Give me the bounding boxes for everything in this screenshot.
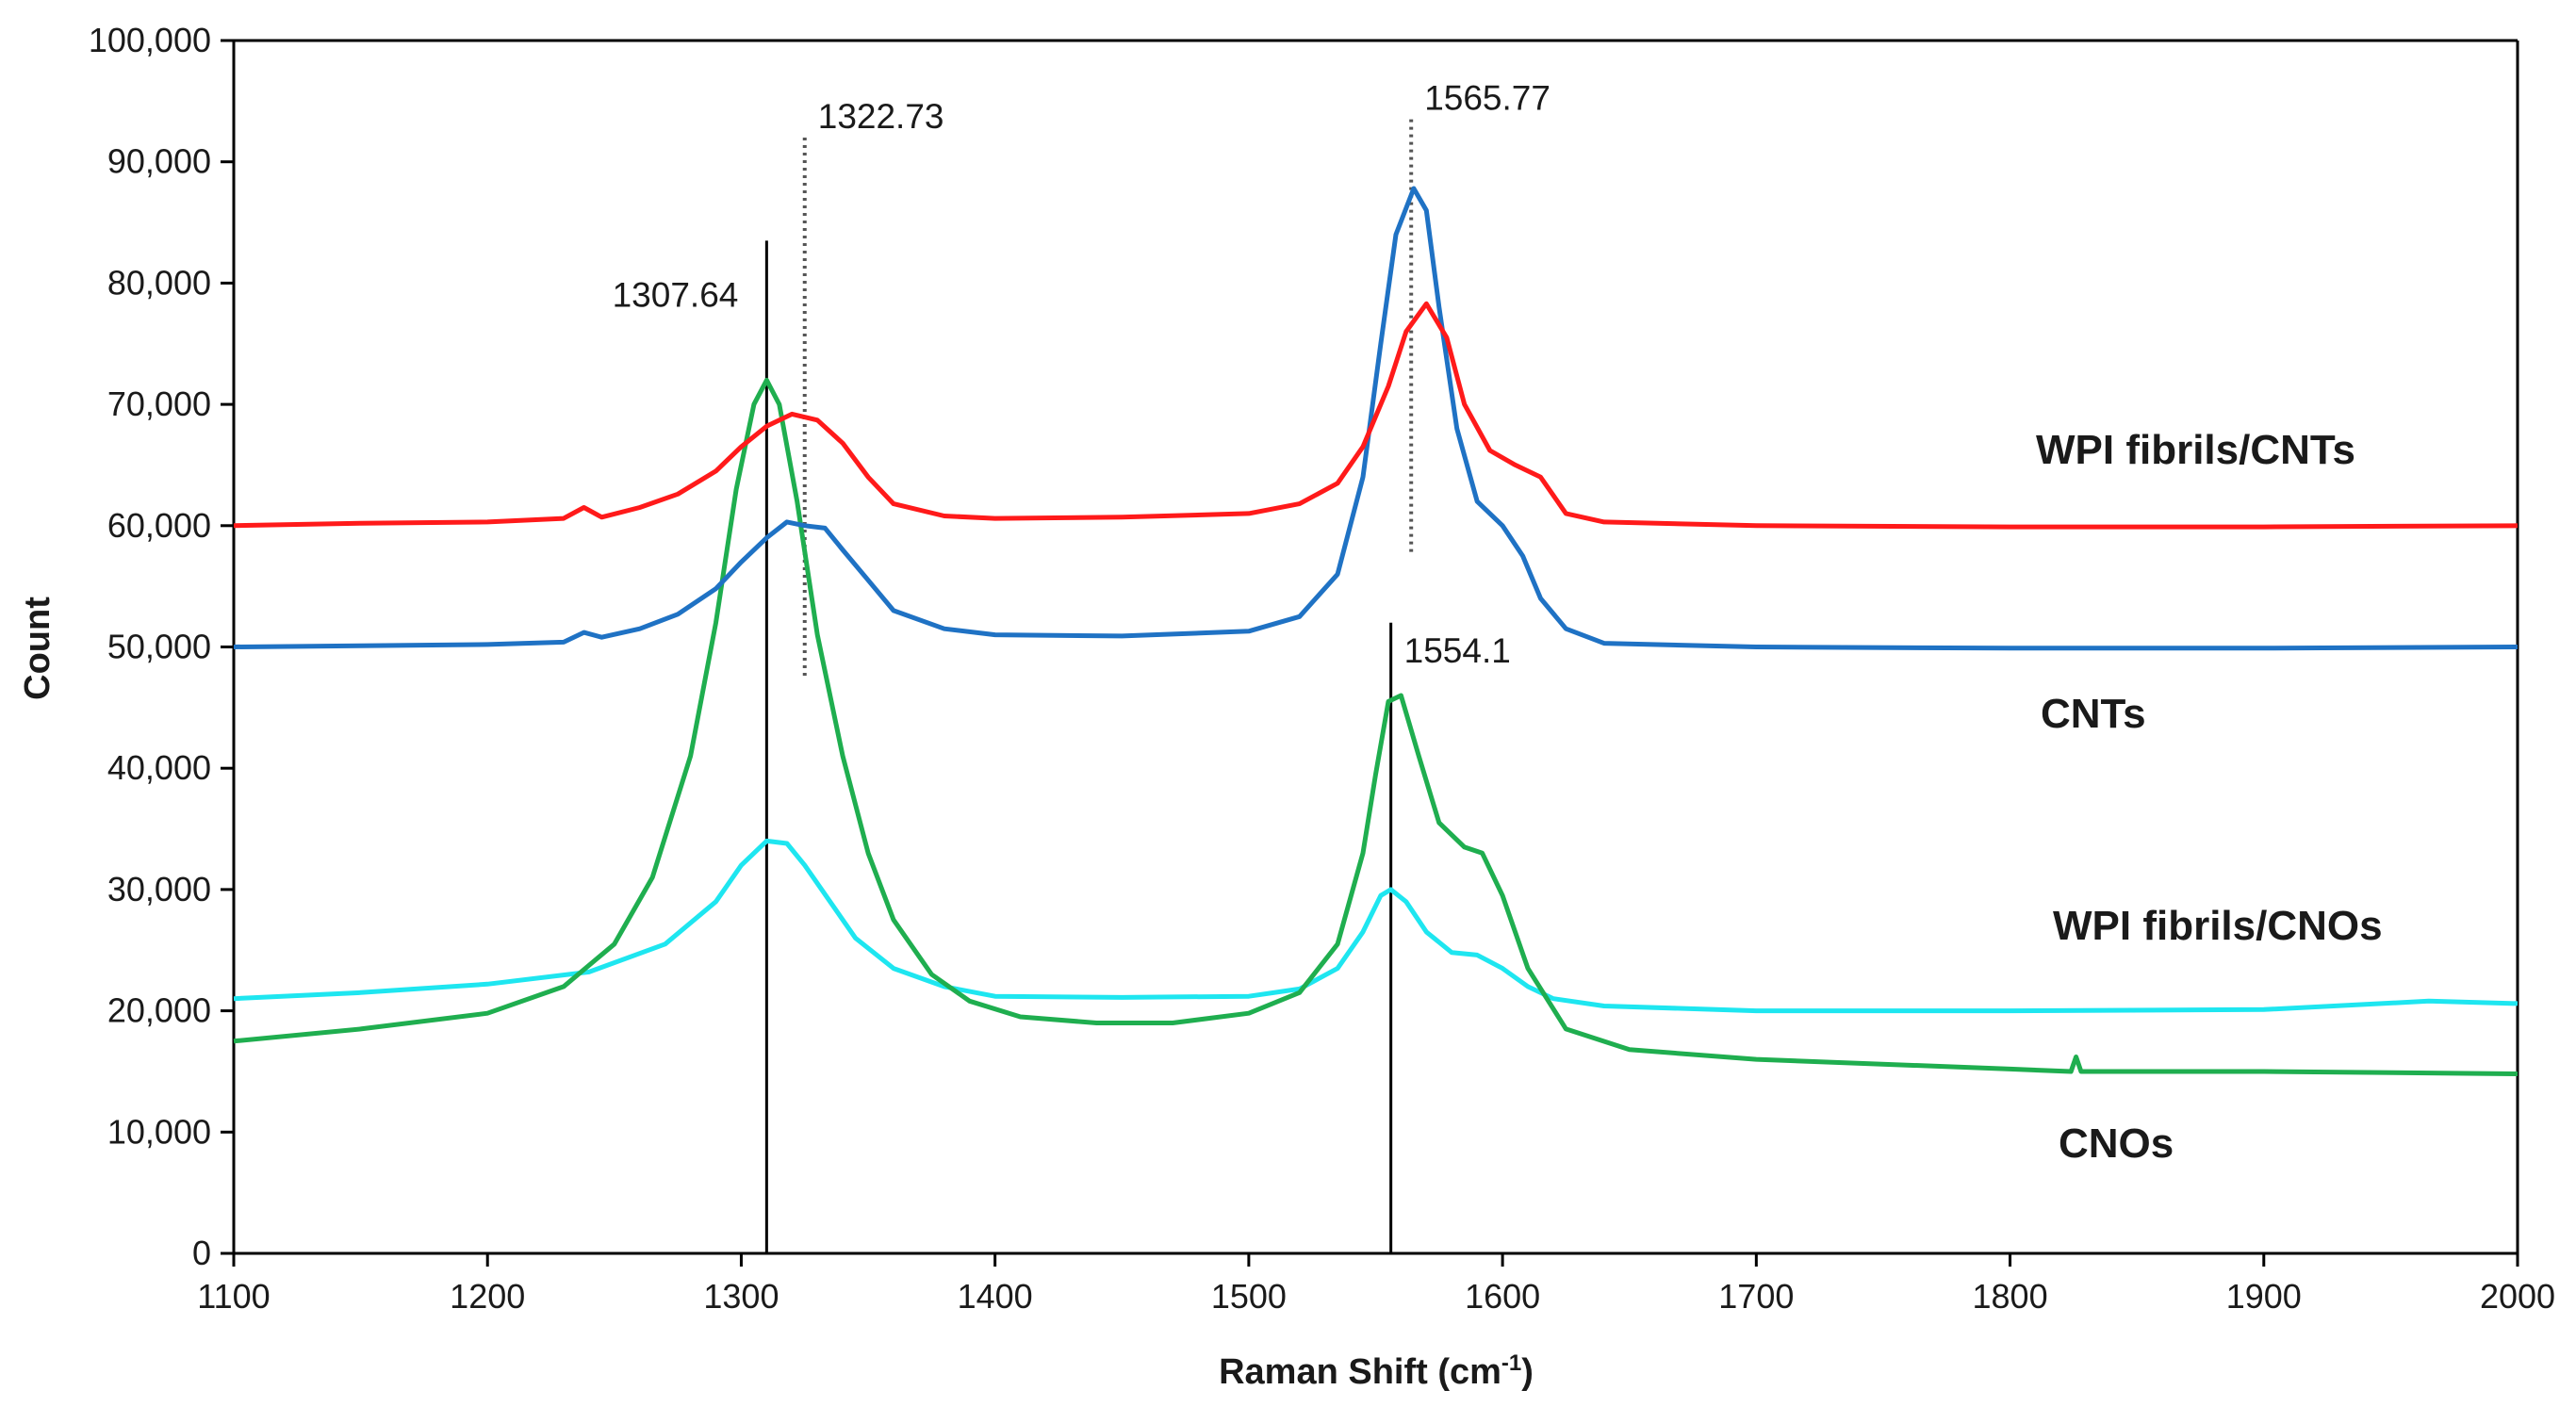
- series-labels: WPI fibrils/CNTs CNTs WPI fibrils/CNOs CNOs: [2036, 427, 2383, 1167]
- peak-label: 1307.64: [613, 275, 739, 314]
- y-tick-label: 50,000: [107, 628, 211, 666]
- y-tick-label: 80,000: [107, 263, 211, 302]
- x-tick-label: 1200: [450, 1277, 525, 1316]
- peak-marker-labels: 1307.64 1322.73 1565.77 1554.1: [613, 79, 1551, 670]
- series-label: WPI fibrils/CNOs: [2053, 903, 2383, 949]
- x-tick-label: 1700: [1718, 1277, 1794, 1316]
- x-tick-label: 1400: [958, 1277, 1033, 1316]
- x-tick-label: 1300: [703, 1277, 779, 1316]
- peak-label: 1565.77: [1424, 79, 1551, 118]
- series-label: WPI fibrils/CNTs: [2036, 427, 2355, 473]
- y-axis-title: Count: [18, 597, 57, 700]
- series-line-cnts: [233, 186, 2519, 651]
- x-tick-label: 1100: [197, 1277, 270, 1316]
- peak-label: 1554.1: [1404, 631, 1511, 670]
- spectra: [233, 186, 2519, 1076]
- x-tick-label: 1600: [1465, 1277, 1540, 1316]
- x-tick-label: 2000: [2480, 1277, 2555, 1316]
- x-tick-label: 1900: [2226, 1277, 2302, 1316]
- y-tick-label: 0: [192, 1234, 211, 1272]
- series-label: CNTs: [2041, 691, 2146, 737]
- x-axis-title: Raman Shift (cm-1): [1219, 1350, 1534, 1392]
- y-tick-label: 20,000: [107, 991, 211, 1030]
- y-tick-label: 90,000: [107, 142, 211, 181]
- y-tick-label: 10,000: [107, 1112, 211, 1151]
- y-tick-label: 30,000: [107, 870, 211, 908]
- x-tick-label: 1800: [1973, 1277, 2048, 1316]
- peak-marker-lines: [764, 119, 1414, 1253]
- peak-label: 1322.73: [818, 97, 944, 136]
- ticks: 1100 1200 1300 1400 1500 1600 1700 1800 1900 2000…: [89, 21, 2555, 1316]
- x-axis-title-close: ): [1521, 1352, 1534, 1392]
- y-tick-label: 40,000: [107, 748, 211, 787]
- y-tick-label: 70,000: [107, 384, 211, 423]
- y-tick-label: 60,000: [107, 506, 211, 545]
- x-axis-title-superscript: -1: [1501, 1350, 1521, 1376]
- x-tick-label: 1500: [1211, 1277, 1287, 1316]
- x-axis-title-main: Raman Shift (cm: [1219, 1352, 1501, 1392]
- series-line-wpi-fibrils-cnts: [233, 301, 2519, 530]
- series-line-cnos: [233, 377, 2519, 1076]
- series-label: CNOs: [2059, 1120, 2174, 1167]
- y-tick-label: 100,000: [89, 21, 211, 59]
